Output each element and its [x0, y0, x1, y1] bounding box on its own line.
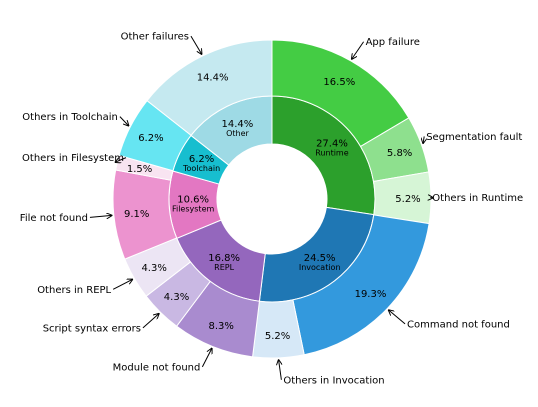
annotation-label-other-failures: Other failures: [121, 32, 189, 43]
inner-category-label-repl: REPL: [214, 263, 234, 272]
inner-category-label-runtime: Runtime: [315, 149, 348, 158]
outer-pct-label-others-in-runtime: 5.2%: [395, 194, 420, 205]
inner-category-label-toolchain: Toolchain: [182, 164, 220, 173]
annotation-arrow-other-failures: [190, 35, 202, 54]
annotation-arrow-file-not-found: [89, 215, 112, 217]
outer-pct-label-others-in-invocation: 5.2%: [265, 331, 290, 342]
annotation-label-others-in-invocation: Others in Invocation: [283, 375, 384, 386]
outer-pct-label-segmentation-fault: 5.8%: [387, 148, 412, 159]
outer-pct-label-file-not-found: 9.1%: [124, 209, 149, 220]
outer-slice-other-failures: [146, 39, 273, 136]
annotation-label-command-not-found: Command not found: [407, 319, 510, 330]
outer-pct-label-others-in-filesystem: 1.5%: [127, 164, 152, 175]
outer-pct-label-other-failures: 14.4%: [197, 73, 229, 84]
outer-pct-label-command-not-found: 19.3%: [355, 289, 387, 300]
annotation-arrow-app-failure: [352, 41, 365, 59]
outer-pct-label-others-in-repl: 4.3%: [141, 263, 166, 274]
inner-pct-label-filesystem: 10.6%: [177, 195, 209, 206]
inner-pct-label-other: 14.4%: [222, 119, 254, 130]
annotation-arrow-command-not-found: [389, 310, 406, 325]
inner-category-label-invocation: Invocation: [299, 263, 341, 272]
inner-category-label-filesystem: Filesystem: [172, 205, 215, 214]
annotation-arrow-others-in-toolchain: [119, 116, 129, 126]
outer-pct-label-module-not-found: 8.3%: [208, 321, 233, 332]
annotation-arrow-module-not-found: [201, 348, 211, 368]
annotation-label-app-failure: App failure: [366, 37, 420, 48]
annotation-arrow-others-in-invocation: [279, 360, 282, 380]
annotation-arrow-segmentation-fault: [423, 136, 424, 143]
outer-pct-label-script-syntax-errors: 4.3%: [164, 292, 189, 303]
annotation-label-module-not-found: Module not found: [113, 362, 201, 373]
inner-pct-label-runtime: 27.4%: [316, 139, 348, 150]
inner-pct-label-repl: 16.8%: [208, 253, 240, 264]
inner-pct-label-invocation: 24.5%: [304, 253, 336, 264]
annotation-arrow-others-in-repl: [112, 279, 132, 290]
annotation-label-others-in-toolchain: Others in Toolchain: [22, 112, 118, 123]
outer-pct-label-others-in-toolchain: 6.2%: [138, 133, 163, 144]
annotation-label-segmentation-fault: Segmentation fault: [426, 132, 522, 143]
outer-pct-label-app-failure: 16.5%: [323, 77, 355, 88]
annotation-arrow-others-in-filesystem: [115, 157, 127, 163]
annotation-label-others-in-repl: Others in REPL: [37, 285, 111, 296]
inner-pct-label-toolchain: 6.2%: [189, 154, 214, 165]
annotation-arrow-script-syntax-errors: [142, 314, 159, 329]
annotation-label-others-in-filesystem: Others in Filesystem: [22, 153, 124, 164]
annotation-label-script-syntax-errors: Script syntax errors: [43, 323, 141, 334]
annotation-label-file-not-found: File not found: [20, 213, 88, 224]
annotation-label-others-in-runtime: Others in Runtime: [432, 193, 523, 204]
inner-category-label-other: Other: [226, 129, 249, 138]
